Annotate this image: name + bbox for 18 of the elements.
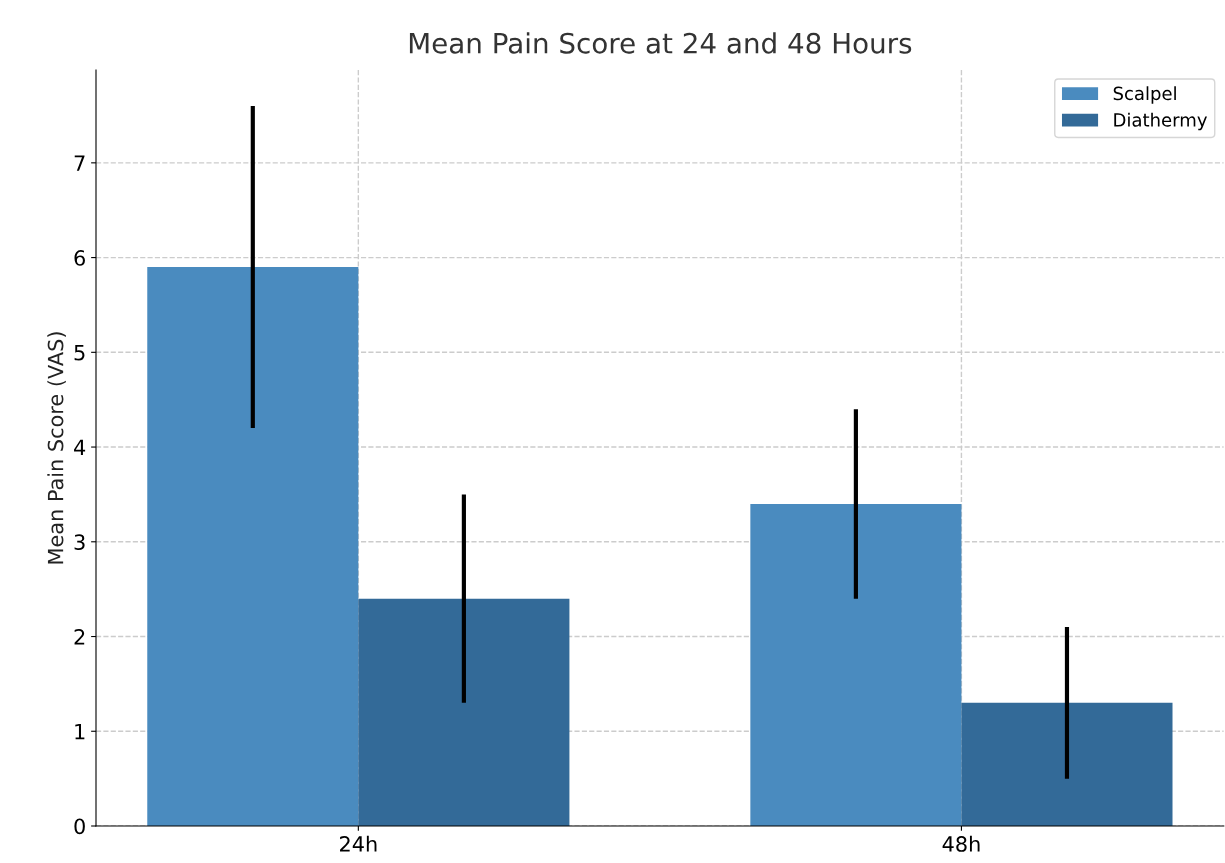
y-tick-label: 1 [75, 723, 85, 740]
bar [147, 267, 359, 826]
y-tick-label: 2 [74, 628, 85, 645]
y-tick-label: 5 [74, 345, 85, 361]
legend-label: Diathermy [1114, 112, 1207, 131]
x-tick-label: 48h [942, 835, 980, 852]
y-tick-label: 6 [74, 250, 85, 266]
y-axis-title: Mean Pain Score (VAS) [47, 332, 66, 564]
bar [358, 598, 570, 826]
legend-label: Scalpel [1113, 86, 1176, 104]
bar [961, 702, 1173, 826]
y-tick-label: 4 [74, 439, 86, 455]
y-tick-label: 3 [74, 534, 85, 550]
y-tick-label: 7 [74, 155, 85, 171]
x-tick-label: 24h [340, 835, 377, 852]
bar [750, 503, 962, 826]
chart-title: Mean Pain Score at 24 and 48 Hours [409, 32, 912, 54]
y-tick-label: 0 [74, 818, 85, 835]
